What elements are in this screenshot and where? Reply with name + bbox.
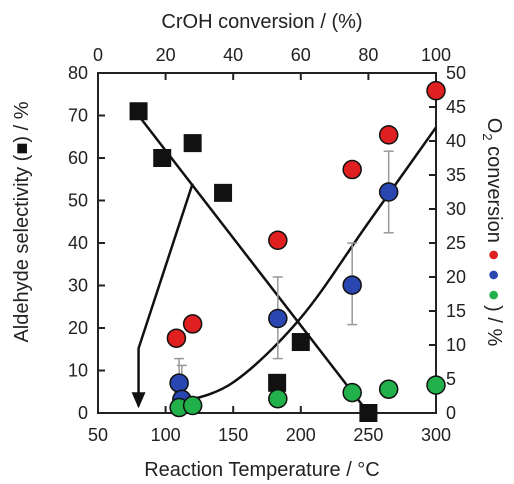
- red-o2-point: [378, 125, 399, 145]
- green-o2-point: [426, 375, 446, 395]
- right-axis-title-tail: ) / %: [483, 305, 505, 346]
- square-legend-icon: ■: [11, 143, 33, 155]
- y-tick-label: 60: [68, 148, 88, 168]
- selectivity-point: [183, 134, 202, 153]
- selectivity-point: [268, 373, 287, 392]
- left-axis-title-before: Aldehyde selectivity (: [11, 154, 33, 342]
- selectivity-point: [291, 333, 310, 352]
- y2-tick-label: 50: [446, 63, 466, 83]
- axes: [97, 72, 437, 414]
- green-o2-point: [378, 379, 399, 399]
- x-tick-label: 100: [151, 425, 181, 445]
- selectivity-point: [214, 183, 233, 202]
- blue-o2-point: [169, 373, 189, 393]
- x-tick-label: 50: [88, 425, 108, 445]
- y2-tick-label: 10: [446, 335, 466, 355]
- green-o2-point: [268, 388, 288, 409]
- y2-tick-label: 5: [446, 369, 456, 389]
- x2-tick-label: 0: [93, 45, 103, 65]
- selectivity-point: [153, 149, 172, 167]
- y2-tick-label: 0: [446, 403, 456, 423]
- y-tick-label: 10: [68, 361, 88, 381]
- y2-tick-label: 40: [446, 131, 466, 151]
- green-o2-point: [342, 382, 362, 403]
- right-axis-title-sub: 2: [480, 133, 495, 140]
- y-tick-label: 40: [68, 233, 88, 253]
- y-tick-label: 20: [68, 318, 88, 338]
- green-o2-point: [182, 395, 203, 416]
- y2-tick-label: 15: [446, 301, 466, 321]
- x2-tick-label: 20: [156, 45, 176, 65]
- data-marks: [129, 80, 446, 422]
- o2-conversion-trend-curve: [178, 126, 438, 404]
- left-axis-title: Aldehyde selectivity (■) / %: [11, 101, 33, 342]
- red-legend-icon: ●: [483, 249, 505, 261]
- arrow-head-icon: [131, 392, 146, 409]
- blue-o2-point: [378, 182, 399, 202]
- error-bars: [174, 150, 394, 407]
- y2-tick-label: 20: [446, 267, 466, 287]
- y2-tick-label: 30: [446, 199, 466, 219]
- x-tick-label: 200: [286, 425, 316, 445]
- x-axis-title: Reaction Temperature / °C: [144, 459, 380, 481]
- y2-tick-label: 45: [446, 97, 466, 117]
- red-o2-point: [182, 314, 203, 334]
- green-legend-icon: ●: [483, 289, 505, 301]
- left-axis-title-after: ) / %: [11, 101, 33, 142]
- red-o2-point: [268, 230, 288, 251]
- red-o2-point: [342, 159, 362, 180]
- svg-text:Aldehyde selectivity (■) / %: Aldehyde selectivity (■) / %: [11, 101, 33, 342]
- y-tick-label: 70: [68, 106, 88, 126]
- x2-axis-title: CrOH conversion / (%): [161, 11, 362, 33]
- x-tick-label: 150: [218, 425, 248, 445]
- y2-tick-label: 35: [446, 165, 466, 185]
- x2-tick-label: 80: [358, 45, 378, 65]
- y-tick-label: 80: [68, 63, 88, 83]
- red-o2-point: [426, 80, 446, 101]
- blue-o2-point: [268, 308, 288, 329]
- x2-tick-label: 40: [223, 45, 243, 65]
- svg-text:O2 conversion●●●) / %: O2 conversion ● ● ● ) / %: [480, 118, 505, 347]
- right-axis-title-before: O: [483, 118, 505, 134]
- x-tick-label: 300: [421, 425, 451, 445]
- x-tick-label: 250: [353, 425, 383, 445]
- right-axis-title: O2 conversion ● ● ● ) / %: [480, 118, 505, 347]
- blue-o2-point: [342, 275, 362, 295]
- x2-tick-label: 60: [291, 45, 311, 65]
- blue-legend-icon: ●: [483, 269, 505, 281]
- selectivity-trend-line: [137, 114, 370, 414]
- y-tick-label: 0: [78, 403, 88, 423]
- y-tick-label: 30: [68, 276, 88, 296]
- selectivity-point: [359, 404, 378, 422]
- plot-frame: [97, 72, 437, 414]
- right-axis-title-after: conversion: [483, 141, 505, 243]
- selectivity-point: [129, 102, 148, 121]
- x2-tick-label: 100: [421, 45, 451, 65]
- indicator-arrow-line: [137, 183, 194, 407]
- y-tick-label: 50: [68, 191, 88, 211]
- trend-lines: [131, 114, 438, 414]
- y2-tick-label: 25: [446, 233, 466, 253]
- red-o2-point: [166, 328, 187, 348]
